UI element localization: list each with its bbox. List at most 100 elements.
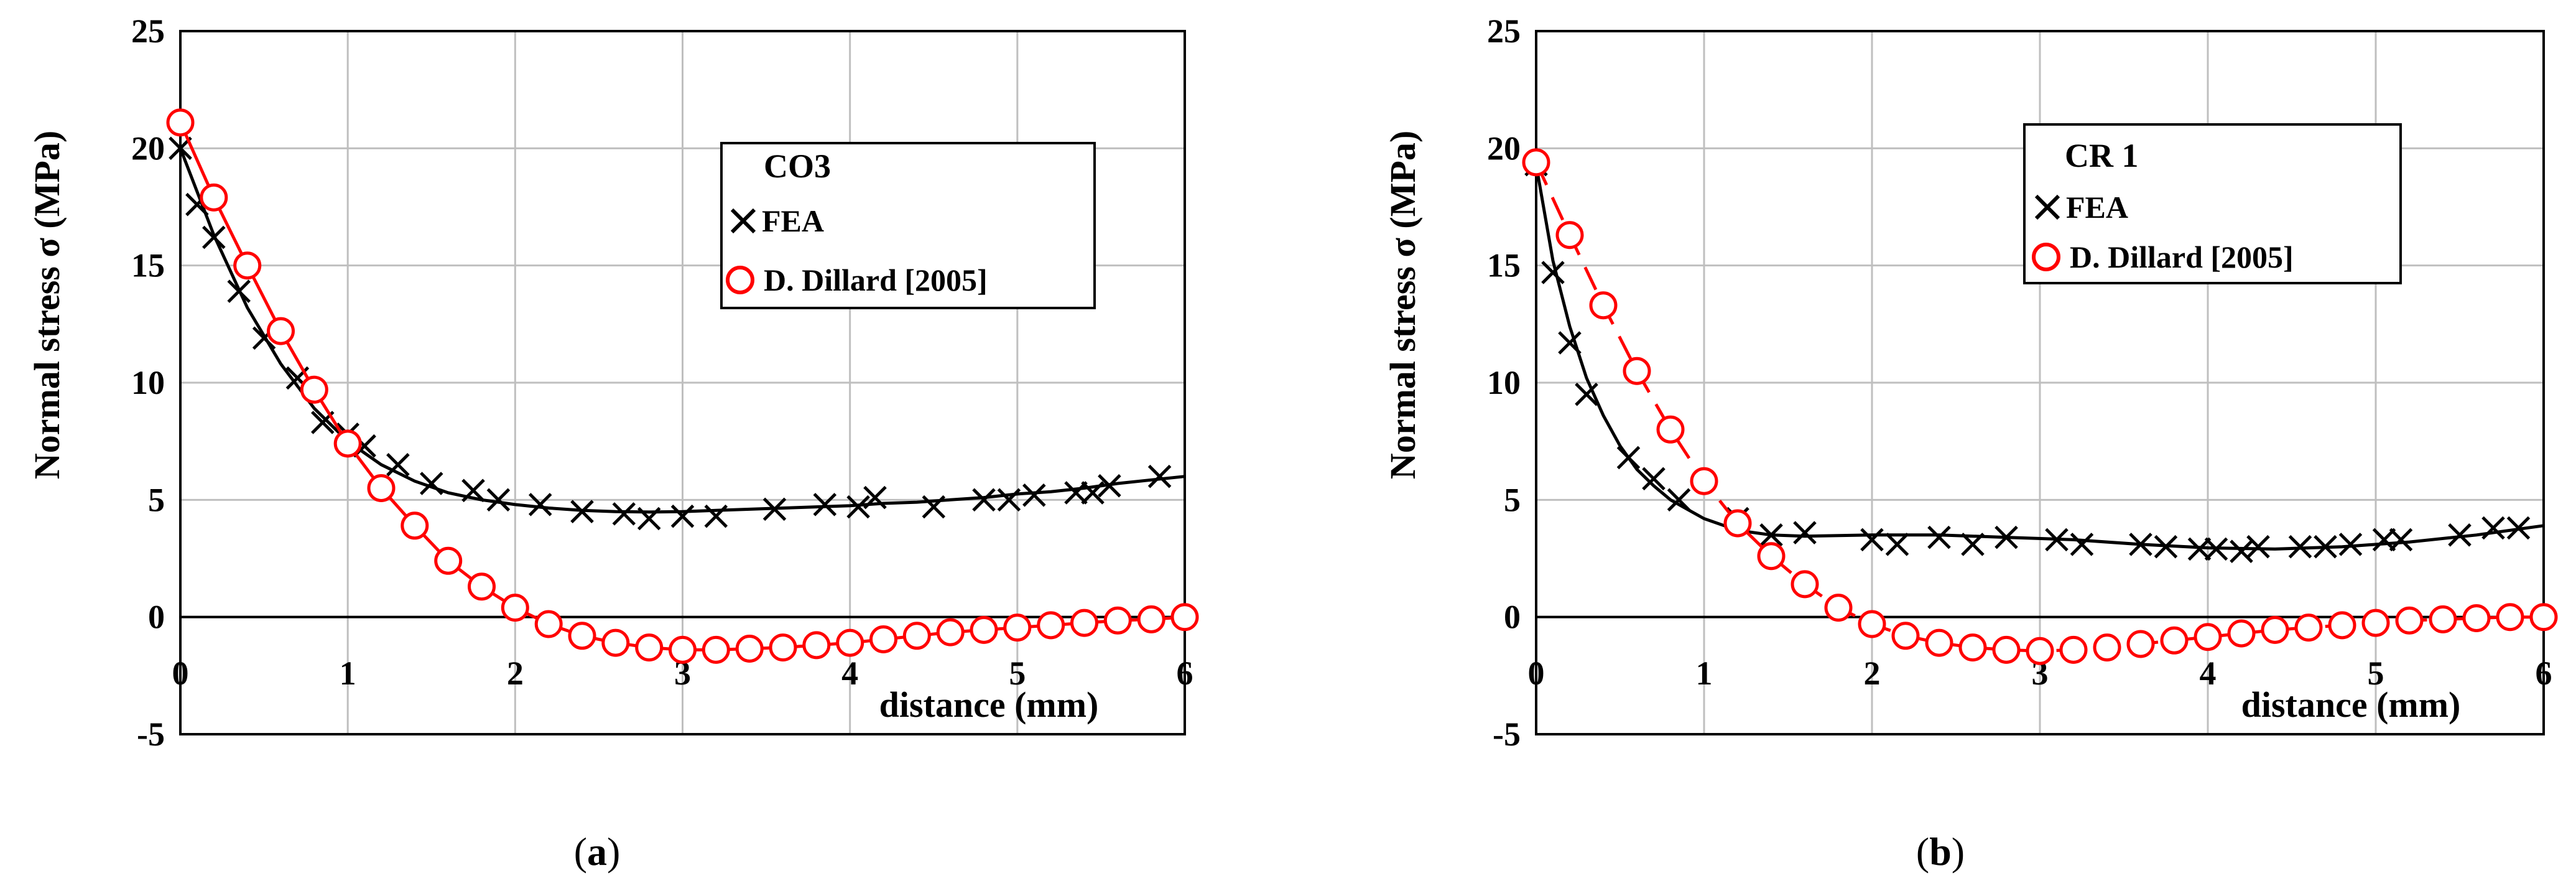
- data-point-dillard-a-9: [468, 572, 496, 601]
- data-point-dillard-b-16: [2059, 635, 2088, 664]
- data-point-dillard-a-21: [869, 625, 897, 653]
- y-axis-label-b: Normal stress σ (MPa): [1383, 131, 1423, 479]
- data-point-fea-b-15: [2045, 528, 2069, 552]
- data-point-dillard-b-4: [1656, 415, 1685, 444]
- data-point-fea-a-24: [972, 488, 996, 512]
- data-point-fea-b-26: [2372, 528, 2396, 552]
- data-point-dillard-b-14: [1992, 635, 2021, 664]
- data-point-fea-a-19: [762, 497, 787, 521]
- data-point-fea-b-16: [2070, 533, 2094, 556]
- legend-fea-marker-b: [2034, 194, 2060, 220]
- data-point-dillard-a-24: [970, 615, 998, 644]
- data-point-fea-b-23: [2288, 534, 2312, 559]
- y-tick-label-b-3: 10: [1487, 364, 1521, 401]
- data-point-dillard-a-3: [267, 317, 295, 345]
- data-point-dillard-b-5: [1690, 467, 1718, 495]
- caption-letter-a: a: [587, 829, 607, 874]
- data-point-fea-b-10: [1860, 528, 1884, 552]
- x-tick-label-a-2: 2: [507, 655, 524, 692]
- data-point-fea-b-14: [1995, 525, 2018, 549]
- data-point-dillard-a-30: [1170, 603, 1199, 632]
- data-point-dillard-b-23: [2294, 614, 2323, 642]
- legend-fea-label-b: FEA: [2066, 190, 2128, 225]
- data-point-fea-a-15: [612, 502, 636, 526]
- y-axis-label-a: Normal stress σ (MPa): [27, 131, 67, 479]
- data-point-fea-b-25: [2338, 533, 2363, 556]
- data-point-fea-b-30: [2506, 516, 2531, 540]
- data-point-fea-a-18: [704, 504, 728, 528]
- data-point-fea-a-10: [420, 472, 443, 495]
- x-axis-label-a: distance (mm): [879, 684, 1099, 725]
- data-point-dillard-b-28: [2462, 604, 2491, 632]
- data-point-dillard-a-4: [300, 375, 328, 404]
- data-point-dillard-b-9: [1824, 594, 1853, 622]
- data-point-dillard-a-12: [568, 622, 596, 650]
- caption-open-a: (: [574, 829, 587, 874]
- legend-dillard-label-a: D. Dillard [2005]: [764, 263, 988, 297]
- data-point-fea-b-19: [2187, 537, 2212, 561]
- x-axis-label-b: distance (mm): [2241, 684, 2461, 725]
- data-point-dillard-b-3: [1623, 357, 1651, 385]
- data-point-dillard-b-21: [2227, 619, 2256, 648]
- data-point-fea-b-20: [2204, 537, 2228, 561]
- data-point-dillard-b-12: [1925, 628, 1953, 657]
- data-point-fea-b-2: [1558, 331, 1582, 355]
- data-point-dillard-b-15: [2026, 637, 2054, 665]
- series-b: [1522, 148, 2558, 665]
- data-point-dillard-b-7: [1757, 542, 1786, 571]
- y-tick-label-b-6: 25: [1487, 12, 1521, 50]
- data-point-fea-b-13: [1961, 533, 1985, 556]
- data-point-dillard-a-26: [1037, 611, 1065, 640]
- plot-frame-b: [1535, 30, 2545, 735]
- x-tick-label-b-5: 5: [2368, 655, 2384, 692]
- y-tick-label-a-2: 5: [148, 481, 165, 518]
- caption-a: (a): [574, 829, 621, 874]
- data-point-dillard-b-1: [1555, 221, 1584, 250]
- data-point-dillard-b-19: [2160, 626, 2189, 655]
- data-point-dillard-a-15: [669, 635, 697, 664]
- data-point-fea-b-24: [2314, 534, 2337, 559]
- y-tick-label-a-0: -5: [137, 716, 165, 753]
- data-point-fea-b-6: [1667, 488, 1691, 512]
- caption-b: (b): [1916, 829, 1965, 874]
- legend-b: CR 1 FEA D. Dillard [2005]: [2023, 123, 2402, 284]
- data-point-dillard-b-29: [2496, 603, 2524, 632]
- data-point-dillard-b-27: [2429, 605, 2457, 633]
- data-point-dillard-a-7: [401, 511, 429, 540]
- data-point-fea-b-18: [2154, 534, 2178, 559]
- data-point-dillard-b-30: [2529, 603, 2558, 632]
- data-point-fea-a-25: [997, 488, 1021, 512]
- y-tick-label-b-0: -5: [1493, 716, 1521, 753]
- x-tick-label-b-1: 1: [1696, 655, 1713, 692]
- data-point-fea-a-20: [813, 493, 837, 516]
- y-tick-label-b-4: 15: [1487, 247, 1521, 284]
- data-point-dillard-a-17: [735, 635, 764, 663]
- data-point-fea-b-22: [2246, 534, 2270, 559]
- data-point-dillard-b-24: [2328, 611, 2356, 640]
- data-point-fea-a-3: [227, 279, 251, 303]
- data-point-dillard-a-28: [1103, 606, 1132, 635]
- x-tick-label-a-4: 4: [841, 655, 858, 692]
- legend-dillard-label-b: D. Dillard [2005]: [2070, 240, 2294, 274]
- data-point-fea-b-28: [2448, 523, 2472, 547]
- x-tick-label-b-6: 6: [2536, 655, 2552, 692]
- data-point-dillard-b-20: [2194, 623, 2222, 651]
- data-point-fea-a-17: [670, 504, 695, 528]
- data-point-fea-b-9: [1793, 521, 1817, 544]
- data-point-fea-a-14: [570, 500, 594, 523]
- y-tick-label-a-1: 0: [148, 599, 165, 636]
- legend-dillard-marker-b: [2032, 243, 2060, 271]
- grid-a: [180, 31, 1185, 734]
- x-tick-label-a-6: 6: [1177, 655, 1193, 692]
- y-tick-label-a-5: 20: [131, 129, 165, 167]
- data-point-fea-a-29: [1098, 474, 1121, 498]
- y-tick-label-b-5: 20: [1487, 129, 1521, 167]
- data-point-fea-b-21: [2230, 539, 2253, 563]
- data-point-dillard-b-18: [2126, 630, 2155, 658]
- data-point-fea-a-30: [1147, 464, 1172, 488]
- data-point-dillard-a-5: [333, 429, 362, 458]
- data-point-fea-b-8: [1759, 523, 1783, 547]
- data-point-dillard-a-10: [501, 594, 529, 622]
- x-tick-label-a-5: 5: [1009, 655, 1026, 692]
